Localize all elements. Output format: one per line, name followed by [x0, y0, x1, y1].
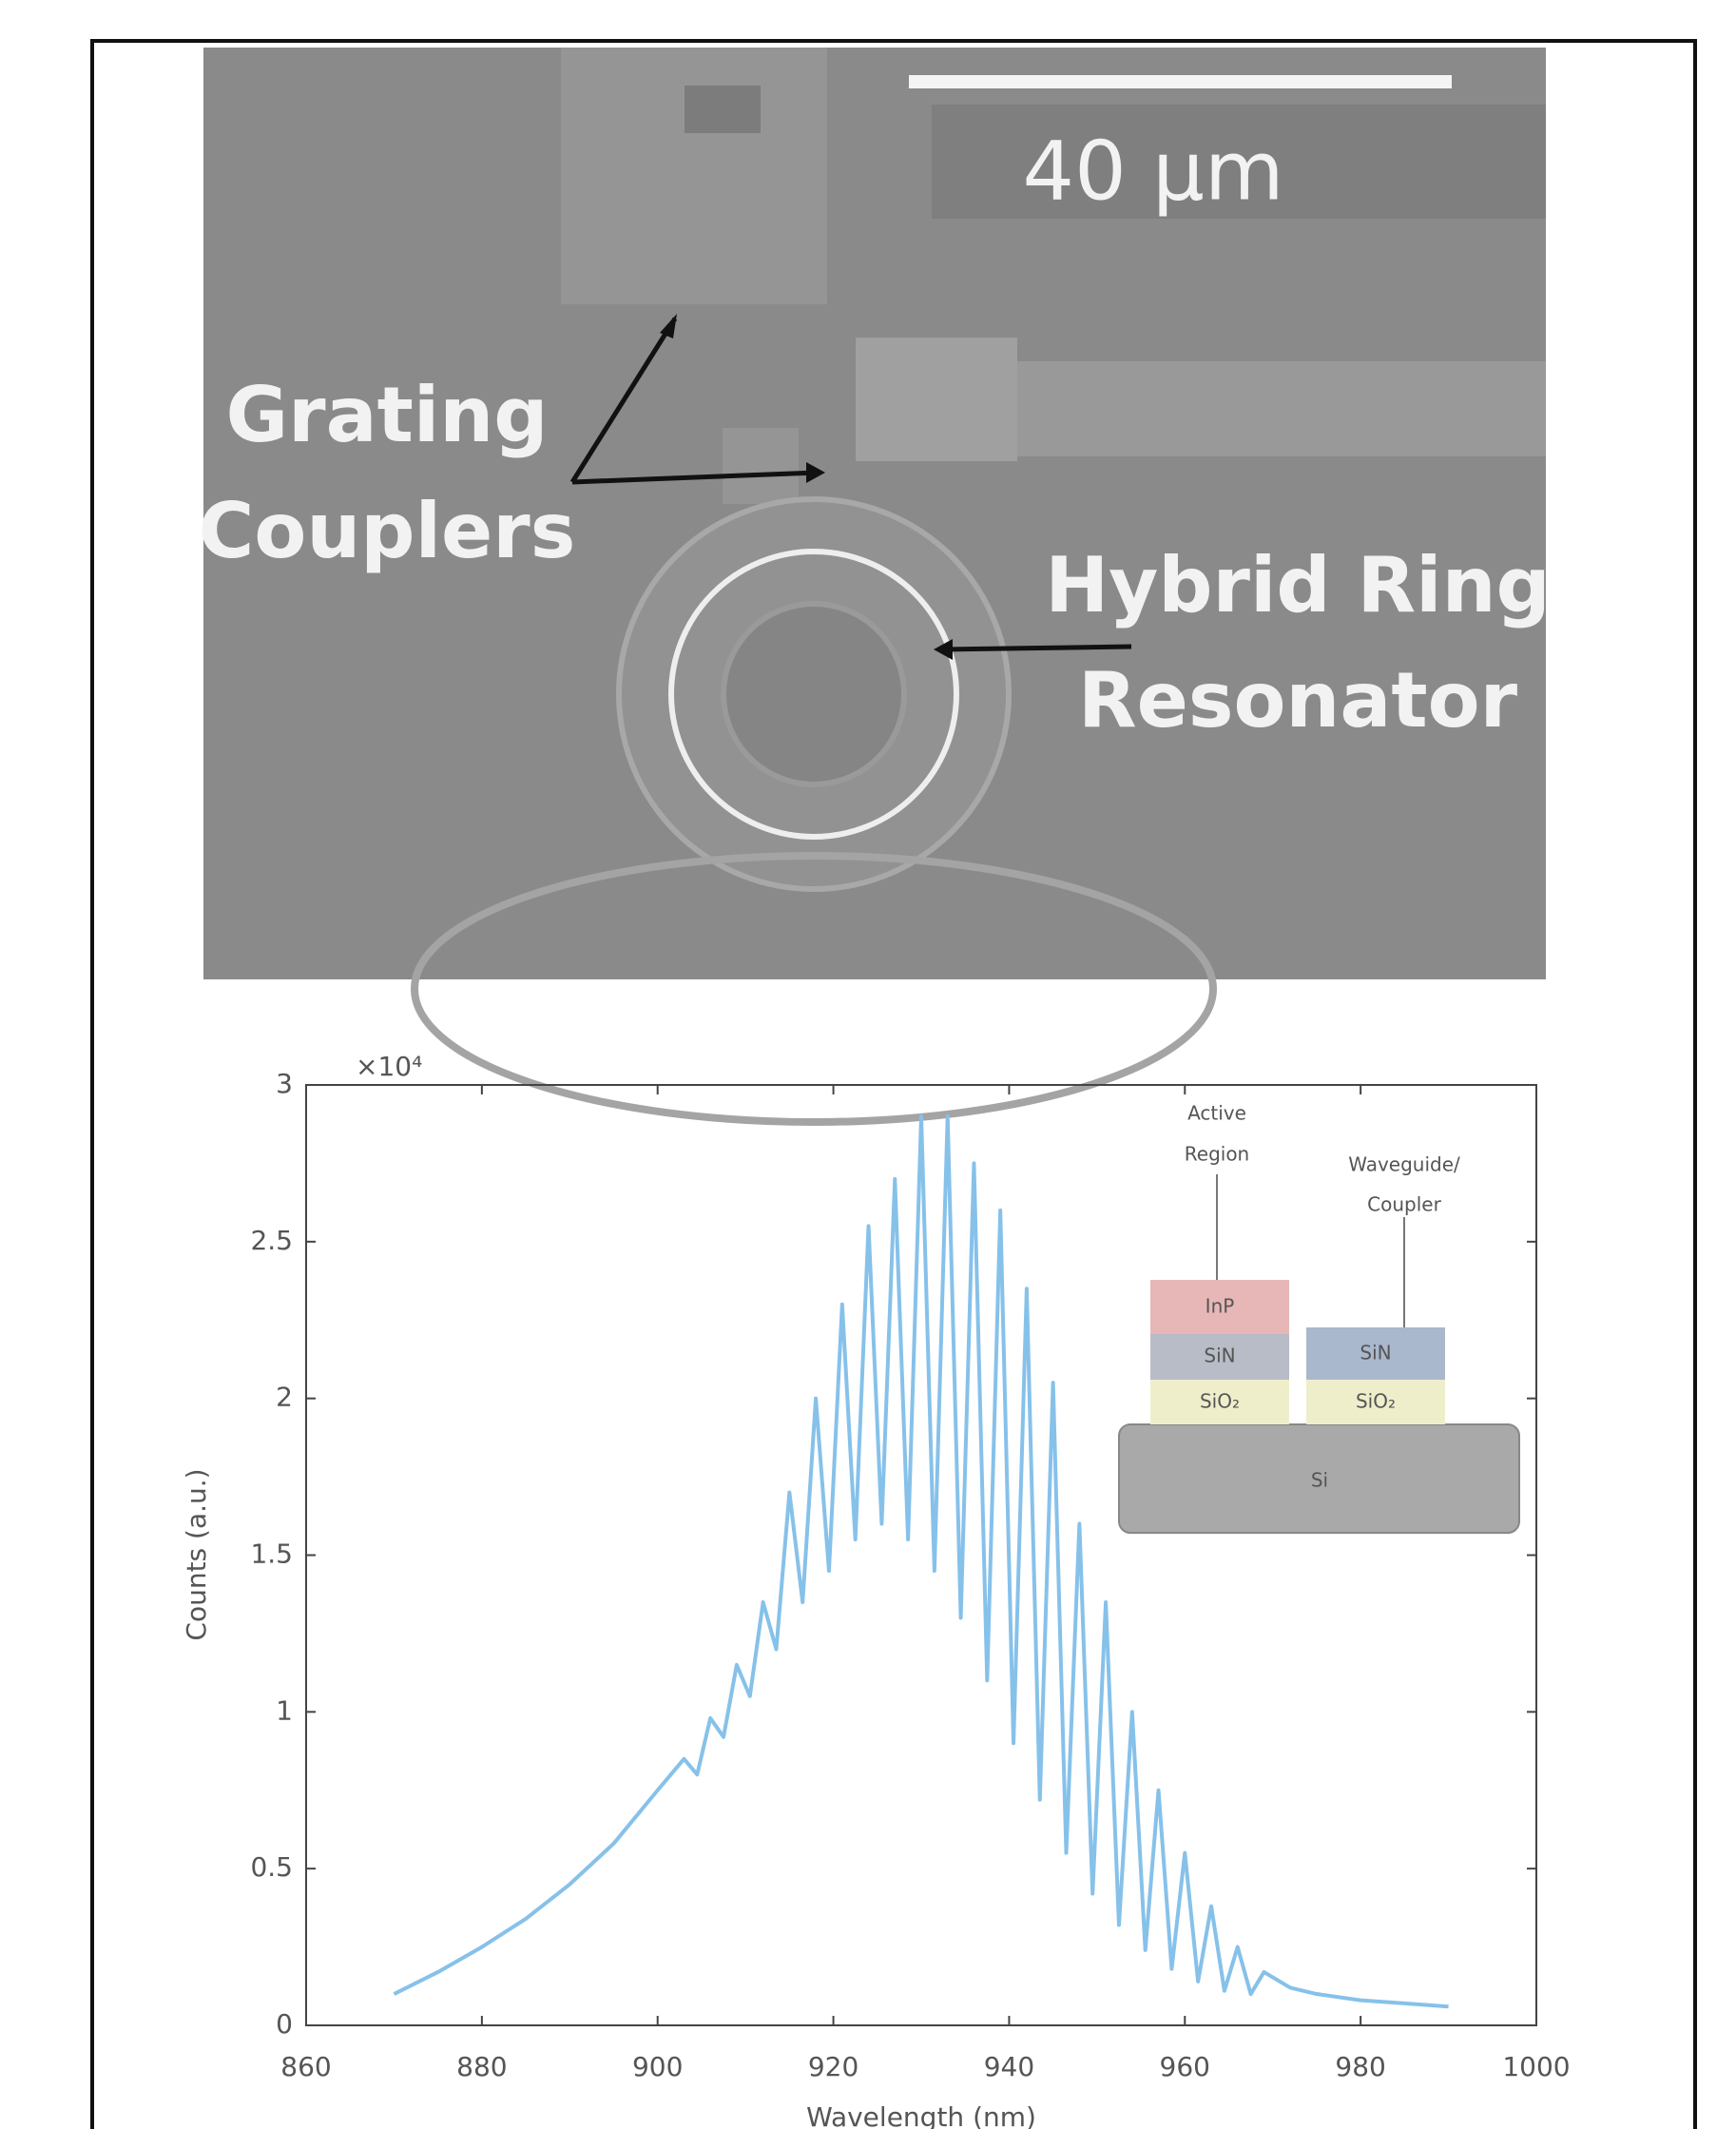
- x-tick-label: 900: [632, 2051, 683, 2082]
- inset-label: Waveguide/: [1348, 1153, 1460, 1176]
- spectrum-line: [394, 1116, 1448, 2006]
- layer-label: SiN: [1360, 1342, 1391, 1364]
- x-tick-label: 960: [1160, 2051, 1210, 2082]
- inset-label: Region: [1185, 1143, 1249, 1166]
- y-axis-label: Counts (a.u.): [181, 1468, 212, 1640]
- inset-label: Active: [1187, 1102, 1246, 1125]
- y-tick-label: 2: [276, 1382, 293, 1413]
- y-tick-label: 2.5: [250, 1225, 293, 1256]
- y-tick-label: 3: [276, 1068, 293, 1099]
- layer-label: InP: [1206, 1295, 1235, 1318]
- x-tick-label: 980: [1335, 2051, 1385, 2082]
- x-tick-label: 920: [808, 2051, 858, 2082]
- layer-label: SiO₂: [1356, 1390, 1396, 1413]
- layer-label: Si: [1311, 1469, 1328, 1492]
- plot-frame: [306, 1085, 1536, 2025]
- layer-label: SiO₂: [1200, 1390, 1240, 1413]
- x-tick-label: 940: [984, 2051, 1034, 2082]
- y-tick-label: 0: [276, 2008, 293, 2040]
- sem-label: Hybrid Ring: [1045, 541, 1551, 629]
- sem-label: Resonator: [1078, 656, 1518, 745]
- y-tick-label: 1.5: [250, 1539, 293, 1570]
- x-tick-label: 860: [280, 2051, 331, 2082]
- layer-label: SiN: [1204, 1345, 1235, 1367]
- inset-label: Coupler: [1367, 1193, 1441, 1216]
- x-axis-label: Wavelength (nm): [806, 2101, 1036, 2129]
- y-tick-label: 0.5: [250, 1851, 293, 1883]
- sem-label: Grating: [226, 371, 549, 459]
- scale-bar-label: 40 µm: [1022, 124, 1283, 219]
- y-tick-label: 1: [276, 1694, 293, 1726]
- x-tick-label: 1000: [1502, 2051, 1570, 2082]
- sem-label: Couplers: [199, 487, 576, 575]
- x-tick-label: 880: [456, 2051, 507, 2082]
- y-multiplier: ×10⁴: [356, 1051, 422, 1082]
- figure: 40 µm Grating Couplers Hybrid Ring Reson…: [0, 0, 1736, 2129]
